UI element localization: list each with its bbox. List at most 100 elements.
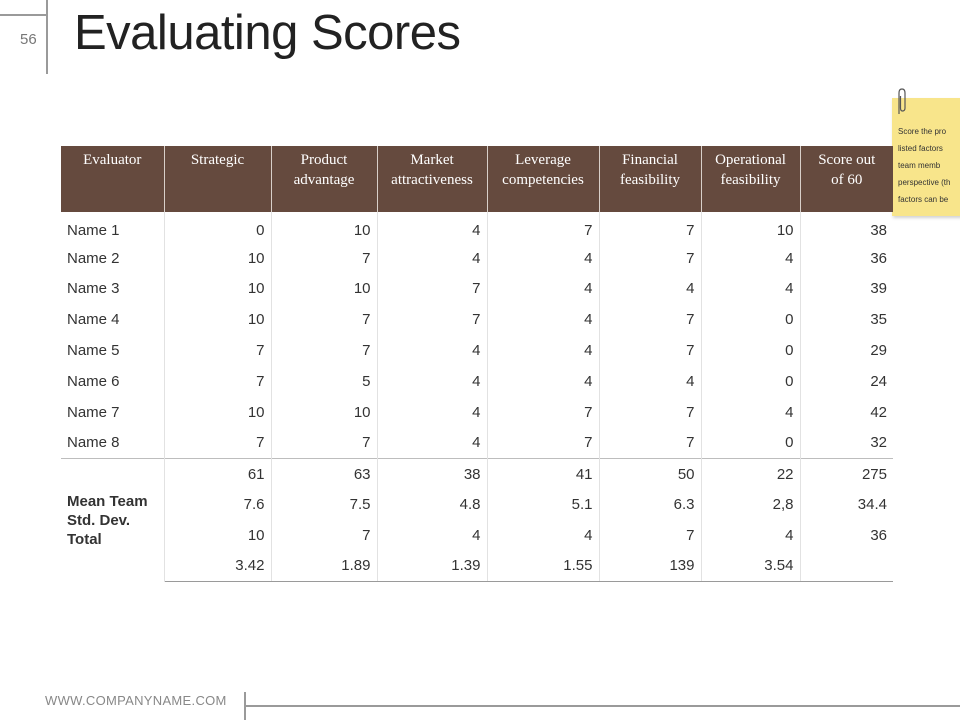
summary-value-cell [800, 550, 893, 583]
summary-row: 3.42 1.89 1.39 1.55 139 3.54 [61, 550, 893, 583]
table-row: Name 1 0 10 4 7 7 10 38 [61, 212, 893, 243]
evaluator-name-cell: Name 4 [61, 304, 165, 336]
score-cell: 24 [870, 372, 887, 390]
score-cell: 7 [487, 212, 600, 243]
score-cell: 10 [164, 304, 272, 336]
score-cell: 4 [487, 242, 600, 274]
column-header-line: attractiveness [391, 172, 473, 188]
summary-value-cell: 22 [701, 457, 801, 490]
summary-value-cell: 4 [377, 519, 488, 551]
score-cell: 0 [164, 212, 272, 243]
score-cell: 4 [487, 335, 600, 366]
score-cell: 7 [377, 304, 488, 336]
score-cell: 4 [377, 365, 488, 397]
summary-label: Std. Dev. [67, 511, 131, 529]
evaluator-name-cell: Name 7 [61, 396, 165, 428]
summary-value-cell: 1.89 [271, 550, 378, 583]
sticky-note-line: Score the pro [898, 127, 947, 136]
score-cell: 10 [271, 212, 378, 243]
score-cell: 7 [599, 212, 702, 243]
evaluator-name-cell: Name 1 [61, 212, 165, 243]
summary-value-cell: 7.6 [164, 489, 272, 520]
sticky-note-line: team memb [898, 161, 941, 170]
evaluator-name-cell: Name 3 [61, 273, 165, 305]
score-cell: 4 [377, 396, 488, 428]
score-cell: 4 [599, 365, 702, 397]
score-cell: 7 [164, 335, 272, 366]
evaluator-name-cell: Name 2 [61, 242, 165, 274]
table-row: Name 8 7 7 4 7 7 0 32 [61, 427, 893, 459]
summary-value-cell: 4 [487, 519, 600, 551]
score-cell: 7 [271, 304, 378, 336]
score-cell: 7 [377, 273, 488, 305]
score-cell: 7 [599, 396, 702, 428]
column-header-line: feasibility [620, 172, 680, 188]
score-cell: 10 [164, 242, 272, 274]
score-cell: 0 [701, 427, 801, 459]
column-header-line: Strategic [190, 152, 245, 168]
summary-value-cell: 3.54 [701, 550, 801, 583]
score-cell: 4 [701, 396, 801, 428]
sticky-note-line: listed factors [898, 144, 943, 153]
score-cell: 4 [599, 273, 702, 305]
summary-value-cell: 63 [271, 457, 378, 490]
column-header-line: Financial [622, 152, 678, 168]
score-cell: 5 [271, 365, 378, 397]
score-cell: 7 [599, 242, 702, 274]
score-cell: 7 [271, 335, 378, 366]
score-cell: 39 [870, 280, 887, 298]
score-cell: 10 [271, 273, 378, 305]
score-cell: 10 [271, 396, 378, 428]
score-cell: 7 [487, 427, 600, 459]
score-cell: 4 [377, 335, 488, 366]
score-cell: 0 [701, 365, 801, 397]
paperclip-icon [898, 88, 906, 114]
score-cell: 35 [870, 311, 887, 329]
score-cell: 4 [701, 273, 801, 305]
summary-row: Mean Team Std. Dev. Total 61 63 38 41 50 22 275 [61, 457, 893, 582]
score-cell: 10 [164, 273, 272, 305]
footer-url: WWW.COMPANYNAME.COM [45, 693, 227, 708]
summary-value-cell: 1.55 [487, 550, 600, 583]
page-number: 56 [20, 31, 37, 48]
score-cell: 10 [701, 212, 801, 243]
score-cell: 4 [377, 242, 488, 274]
score-cell: 4 [377, 212, 488, 243]
summary-label-cell: Mean Team Std. Dev. Total [61, 457, 165, 582]
score-cell: 7 [599, 304, 702, 336]
scores-table: Evaluator Strategic Product advantage Market… [61, 146, 893, 583]
score-cell: 10 [164, 396, 272, 428]
score-cell: 29 [870, 342, 887, 360]
footer-divider-horizontal [244, 705, 960, 707]
score-cell: 7 [599, 335, 702, 366]
score-cell: 0 [701, 304, 801, 336]
summary-value-cell: 61 [164, 457, 272, 490]
corner-bracket-vertical [46, 0, 48, 74]
column-header: Operational feasibility [701, 146, 801, 212]
column-header-line: Operational [715, 152, 786, 168]
summary-value-cell: 7 [599, 519, 702, 551]
summary-value-cell: 2,8 [701, 489, 801, 520]
score-cell: 4 [487, 273, 600, 305]
evaluator-name-cell: Name 5 [61, 335, 165, 366]
summary-value-cell: 139 [599, 550, 702, 583]
column-header: Market attractiveness [377, 146, 488, 212]
summary-value-cell: 275 [800, 457, 893, 490]
score-cell: 7 [271, 427, 378, 459]
table-row: Name 2 10 7 4 4 7 4 36 [61, 242, 893, 274]
score-cell: 42 [870, 403, 887, 421]
score-cell: 4 [487, 304, 600, 336]
summary-label: Mean Team [67, 492, 148, 510]
column-header-line: Market [410, 152, 454, 168]
evaluator-name-cell: Name 8 [61, 427, 165, 459]
column-header-line: Product [300, 152, 348, 168]
score-cell: 7 [599, 427, 702, 459]
score-cell: 7 [487, 396, 600, 428]
column-header: Score out of 60 [800, 146, 893, 212]
score-cell: 32 [870, 434, 887, 452]
column-header: Evaluator [61, 146, 165, 212]
score-cell: 4 [487, 365, 600, 397]
summary-value-cell: 50 [599, 457, 702, 490]
sticky-note-line: perspective (th [898, 178, 951, 187]
score-cell: 0 [701, 335, 801, 366]
